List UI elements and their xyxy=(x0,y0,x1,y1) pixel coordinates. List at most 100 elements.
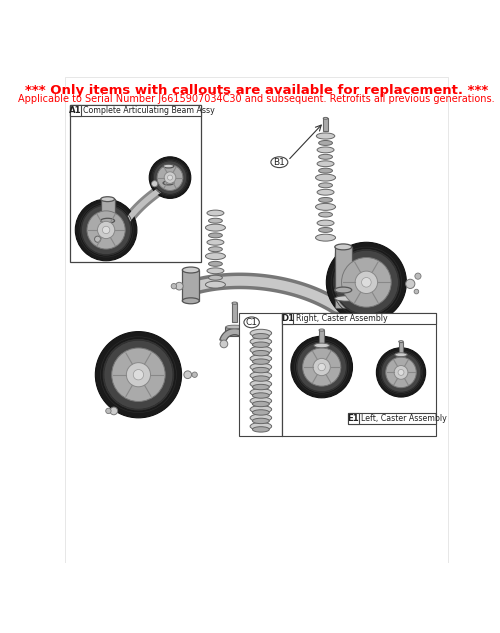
Circle shape xyxy=(318,363,326,371)
Circle shape xyxy=(94,236,100,242)
Bar xyxy=(70,105,80,116)
Ellipse shape xyxy=(316,203,336,210)
Circle shape xyxy=(326,242,406,322)
Ellipse shape xyxy=(252,342,270,348)
Ellipse shape xyxy=(316,133,335,139)
Bar xyxy=(70,105,201,262)
Circle shape xyxy=(76,199,137,261)
Circle shape xyxy=(381,352,421,392)
Ellipse shape xyxy=(100,197,114,201)
Circle shape xyxy=(102,226,110,234)
Ellipse shape xyxy=(314,343,330,348)
Ellipse shape xyxy=(250,389,272,396)
Ellipse shape xyxy=(316,234,336,241)
Circle shape xyxy=(342,258,391,307)
Wedge shape xyxy=(220,329,250,342)
Ellipse shape xyxy=(317,147,334,153)
Ellipse shape xyxy=(252,427,270,432)
Ellipse shape xyxy=(207,210,224,216)
Circle shape xyxy=(406,279,415,289)
Circle shape xyxy=(110,407,118,415)
Circle shape xyxy=(112,348,165,401)
Circle shape xyxy=(376,348,426,397)
Ellipse shape xyxy=(100,218,114,223)
Ellipse shape xyxy=(250,346,272,354)
Ellipse shape xyxy=(250,414,272,422)
Ellipse shape xyxy=(252,351,270,356)
Circle shape xyxy=(81,204,132,255)
Circle shape xyxy=(184,371,192,379)
Ellipse shape xyxy=(208,218,222,223)
Bar xyxy=(232,303,237,322)
Circle shape xyxy=(296,342,347,392)
Ellipse shape xyxy=(252,393,270,398)
Bar xyxy=(100,199,114,221)
Ellipse shape xyxy=(318,141,332,146)
Bar xyxy=(240,313,282,436)
Circle shape xyxy=(334,249,399,315)
Text: E1: E1 xyxy=(348,414,359,423)
Ellipse shape xyxy=(252,359,270,365)
Bar xyxy=(319,330,324,344)
Ellipse shape xyxy=(232,302,237,304)
Circle shape xyxy=(192,372,198,377)
Bar xyxy=(224,327,244,336)
Ellipse shape xyxy=(252,376,270,381)
Ellipse shape xyxy=(163,164,174,168)
Text: Right, Caster Assembly: Right, Caster Assembly xyxy=(296,314,387,323)
Circle shape xyxy=(220,340,228,348)
Circle shape xyxy=(164,172,176,184)
Bar xyxy=(282,313,293,324)
Ellipse shape xyxy=(252,410,270,415)
Ellipse shape xyxy=(182,267,200,273)
Ellipse shape xyxy=(317,189,334,195)
Text: Left, Caster Assembly: Left, Caster Assembly xyxy=(361,414,446,423)
Ellipse shape xyxy=(250,354,272,363)
Circle shape xyxy=(302,348,341,386)
Ellipse shape xyxy=(317,161,334,166)
Ellipse shape xyxy=(163,181,174,185)
Bar xyxy=(282,313,436,436)
Ellipse shape xyxy=(323,117,328,119)
Ellipse shape xyxy=(335,244,351,250)
Ellipse shape xyxy=(317,220,334,226)
Bar xyxy=(348,413,358,424)
Ellipse shape xyxy=(208,275,222,280)
Ellipse shape xyxy=(206,281,226,288)
Circle shape xyxy=(362,277,371,287)
Circle shape xyxy=(152,180,158,187)
Ellipse shape xyxy=(252,401,270,406)
Circle shape xyxy=(398,370,404,375)
Wedge shape xyxy=(90,222,122,236)
Ellipse shape xyxy=(318,183,332,188)
Circle shape xyxy=(126,363,150,387)
Ellipse shape xyxy=(271,157,288,168)
Ellipse shape xyxy=(250,329,272,337)
Circle shape xyxy=(96,332,182,418)
Ellipse shape xyxy=(250,422,272,430)
Circle shape xyxy=(98,222,114,239)
Ellipse shape xyxy=(226,325,244,329)
Ellipse shape xyxy=(318,154,332,160)
Text: A1: A1 xyxy=(69,106,82,115)
Circle shape xyxy=(103,339,174,410)
Ellipse shape xyxy=(319,329,324,331)
Text: C1: C1 xyxy=(246,318,258,327)
Circle shape xyxy=(157,165,183,191)
Text: B1: B1 xyxy=(274,158,285,166)
Text: *** Only items with callouts are available for replacement. ***: *** Only items with callouts are availab… xyxy=(24,84,488,97)
Circle shape xyxy=(171,284,176,289)
Ellipse shape xyxy=(207,268,224,273)
Ellipse shape xyxy=(250,363,272,371)
Text: D1: D1 xyxy=(282,314,294,323)
Circle shape xyxy=(386,357,416,387)
Circle shape xyxy=(153,161,187,195)
Ellipse shape xyxy=(252,334,270,339)
Bar xyxy=(182,270,200,301)
Ellipse shape xyxy=(318,212,332,217)
Ellipse shape xyxy=(250,406,272,413)
Ellipse shape xyxy=(250,380,272,388)
Ellipse shape xyxy=(252,418,270,423)
Ellipse shape xyxy=(182,298,200,304)
Bar xyxy=(398,342,404,353)
